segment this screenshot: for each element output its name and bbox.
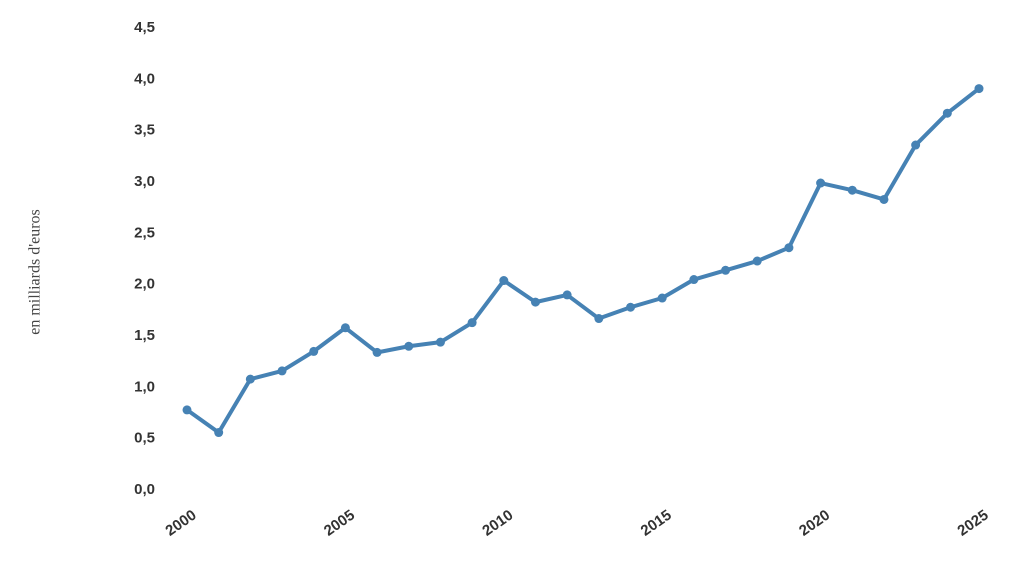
y-tick-label: 3,0	[134, 173, 155, 190]
point	[562, 290, 572, 300]
point	[974, 84, 984, 94]
point	[467, 318, 477, 328]
x-tick-label: 2000	[162, 507, 199, 540]
y-tick-label: 0,5	[134, 430, 155, 447]
point	[816, 178, 826, 188]
point	[435, 337, 445, 347]
line	[185, 86, 981, 435]
point	[182, 405, 192, 415]
point	[752, 256, 762, 266]
y-tick-label: 3,5	[134, 122, 155, 139]
point	[214, 428, 224, 438]
point	[626, 302, 636, 312]
y-tick-label: 4,0	[134, 70, 155, 87]
x-tick-label: 2025	[954, 507, 991, 540]
point	[879, 194, 889, 204]
x-tick-label: 2015	[638, 507, 675, 540]
point	[657, 293, 667, 303]
point	[530, 297, 540, 307]
y-tick-label: 1,5	[134, 327, 155, 344]
x-tick-label: 2020	[796, 507, 833, 540]
point	[911, 140, 921, 150]
point	[499, 276, 509, 286]
point	[942, 108, 952, 118]
point	[245, 374, 255, 384]
y-tick-label: 1,0	[134, 378, 155, 395]
point	[277, 366, 287, 376]
y-tick-label: 2,0	[134, 276, 155, 293]
y-axis-label: en milliards d'euros	[27, 209, 44, 335]
x-tick-label: 2005	[321, 507, 358, 540]
point	[404, 341, 414, 351]
point	[594, 314, 604, 324]
point	[721, 265, 731, 275]
y-tick-label: 0,0	[134, 481, 155, 498]
y-tick-label: 4,5	[134, 19, 155, 36]
point	[784, 243, 794, 253]
x-tick-label: 2010	[479, 507, 516, 540]
point	[689, 275, 699, 285]
point	[309, 346, 319, 356]
y-tick-label: 2,5	[134, 224, 155, 241]
point	[847, 185, 857, 195]
point	[340, 323, 350, 333]
point	[372, 347, 382, 357]
